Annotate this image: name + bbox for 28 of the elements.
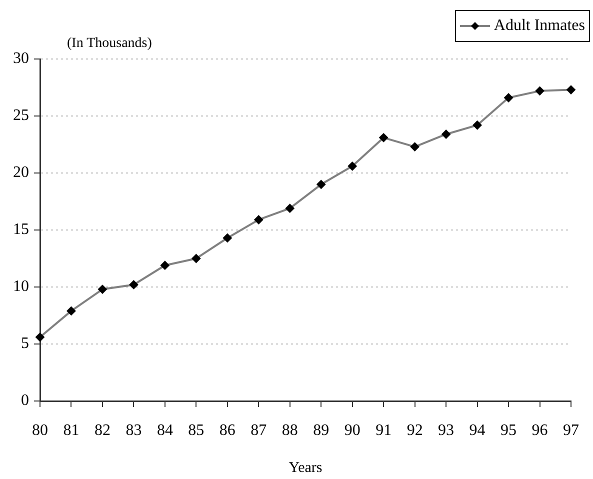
x-tick-label: 91 (376, 422, 392, 439)
legend-label: Adult Inmates (494, 16, 585, 36)
x-tick-label: 85 (188, 422, 204, 439)
y-tick-label: 0 (21, 392, 29, 410)
x-tick-label: 81 (63, 422, 80, 439)
y-tick-label: 25 (13, 107, 29, 124)
x-tick-label: 87 (250, 422, 267, 439)
x-tick-label: 90 (344, 422, 360, 439)
x-tick-label: 84 (156, 422, 173, 439)
x-tick-label: 93 (438, 422, 454, 439)
y-tick-label: 10 (13, 278, 29, 296)
x-tick-label: 83 (126, 422, 142, 439)
x-tick-label: 96 (532, 422, 548, 439)
y-tick-label: 30 (13, 50, 29, 68)
x-tick-label: 94 (469, 422, 486, 439)
y-tick-label: 5 (21, 335, 29, 352)
x-tick-label: 86 (219, 422, 236, 439)
x-tick-label: 92 (406, 422, 423, 439)
y-tick-label: 20 (13, 164, 29, 182)
x-tick-label: 82 (94, 422, 110, 439)
y-axis-title: (In Thousands) (67, 36, 152, 52)
x-tick-label: 80 (32, 422, 48, 439)
x-tick-label: 97 (563, 422, 579, 439)
x-tick-label: 89 (313, 422, 330, 439)
x-axis-title: Years (288, 460, 322, 476)
y-tick-label: 15 (13, 221, 29, 238)
x-tick-label: 95 (500, 422, 517, 439)
x-tick-label: 88 (282, 422, 298, 439)
